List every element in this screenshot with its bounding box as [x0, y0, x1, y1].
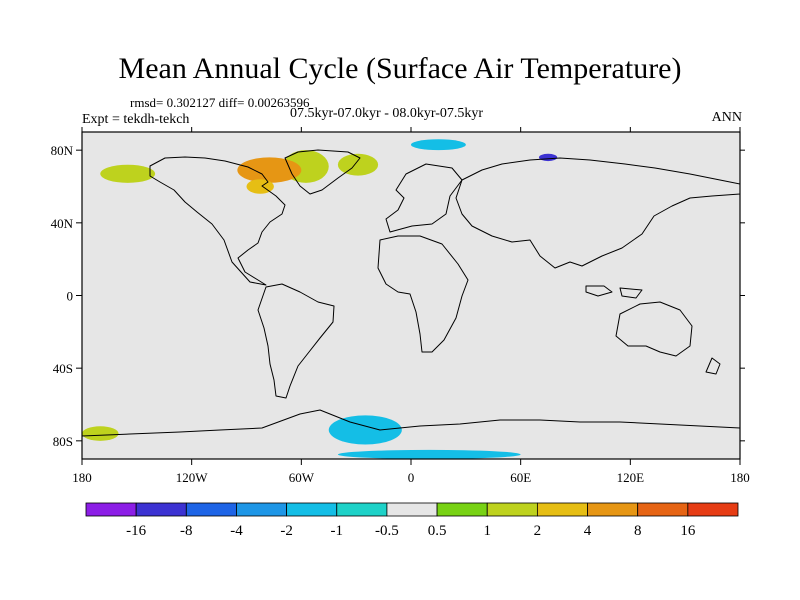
colorbar-swatch [386, 502, 438, 517]
anomaly-layer [82, 139, 558, 459]
y-tick-label: 40N [51, 216, 74, 231]
x-tick-label: 120E [617, 470, 645, 485]
colorbar-swatch [637, 502, 689, 517]
colorbar-label: -0.5 [375, 523, 399, 539]
coast-new-zealand [705, 357, 721, 375]
x-tick-label: 180 [72, 470, 92, 485]
coast-antarctica [82, 409, 740, 437]
colorbar-label: 0.5 [428, 523, 447, 539]
colorbar-label: 4 [584, 523, 592, 539]
colorbar-swatch [336, 502, 388, 517]
coast-australia [615, 301, 693, 357]
anomaly-weddell-sea [328, 415, 402, 445]
anomaly-alaska [100, 164, 156, 183]
colorbar-label: -4 [230, 523, 243, 539]
colorbar-label: 16 [680, 523, 696, 539]
x-tick-label: 0 [408, 470, 415, 485]
y-tick-label: 80S [53, 434, 73, 449]
experiment-label: Expt = tekdh-tekch [82, 112, 190, 127]
coast-indonesia [585, 285, 643, 299]
y-axis: 80N 40N 0 40S 80S [51, 143, 745, 449]
y-tick-label: 80N [51, 143, 74, 158]
y-tick-label: 40S [53, 361, 73, 376]
colorbar-swatch [587, 502, 639, 517]
season-label: ANN [711, 110, 742, 125]
colorbar-label: -2 [280, 523, 293, 539]
x-tick-label: 120W [176, 470, 209, 485]
coast-north-america [149, 156, 286, 286]
colorbar-label: 2 [534, 523, 542, 539]
x-tick-label: 60W [289, 470, 315, 485]
colorbar-label: -8 [180, 523, 193, 539]
colorbar-label: 1 [483, 523, 491, 539]
anomaly-ross-sea [82, 426, 119, 441]
chart-title: Mean Annual Cycle (Surface Air Temperatu… [118, 52, 682, 85]
coast-south-america [257, 283, 335, 399]
colorbar-label: -16 [126, 523, 146, 539]
colorbar-swatch [135, 502, 187, 517]
coast-greenland [284, 149, 361, 195]
anomaly-kara-sea [538, 153, 558, 162]
coast-africa [377, 235, 469, 353]
x-tick-label: 60E [510, 470, 531, 485]
colorbar-label: 8 [634, 523, 642, 539]
colorbar-swatch [486, 502, 538, 517]
x-tick-label: 180 [730, 470, 750, 485]
anomaly-canadian-archipelago [237, 157, 302, 183]
y-tick-label: 0 [67, 289, 74, 304]
anomaly-antarctic-interior [337, 449, 521, 459]
period-label: 07.5kyr-07.0kyr - 08.0kyr-07.5kyr [290, 106, 484, 121]
anomaly-barents-sea [411, 139, 466, 151]
colorbar-swatch [436, 502, 488, 517]
coastlines [82, 149, 740, 437]
anomaly-greenland-east [337, 153, 379, 176]
colorbar-swatch [236, 502, 288, 517]
stats-text: rmsd= 0.302127 diff= 0.00263596 [130, 95, 310, 110]
x-axis: 180 120W 60W 0 60E 120E 180 [72, 127, 750, 485]
colorbar-label: -1 [331, 523, 344, 539]
colorbar: -16 -8 -4 -2 -1 -0.5 0.5 1 2 4 8 16 [85, 502, 739, 539]
coast-asia [455, 157, 740, 269]
colorbar-swatch [286, 502, 338, 517]
colorbar-swatch [185, 502, 237, 517]
colorbar-swatch [687, 502, 739, 517]
colorbar-swatch [536, 502, 588, 517]
coast-europe [385, 163, 463, 233]
colorbar-swatch [85, 502, 137, 517]
